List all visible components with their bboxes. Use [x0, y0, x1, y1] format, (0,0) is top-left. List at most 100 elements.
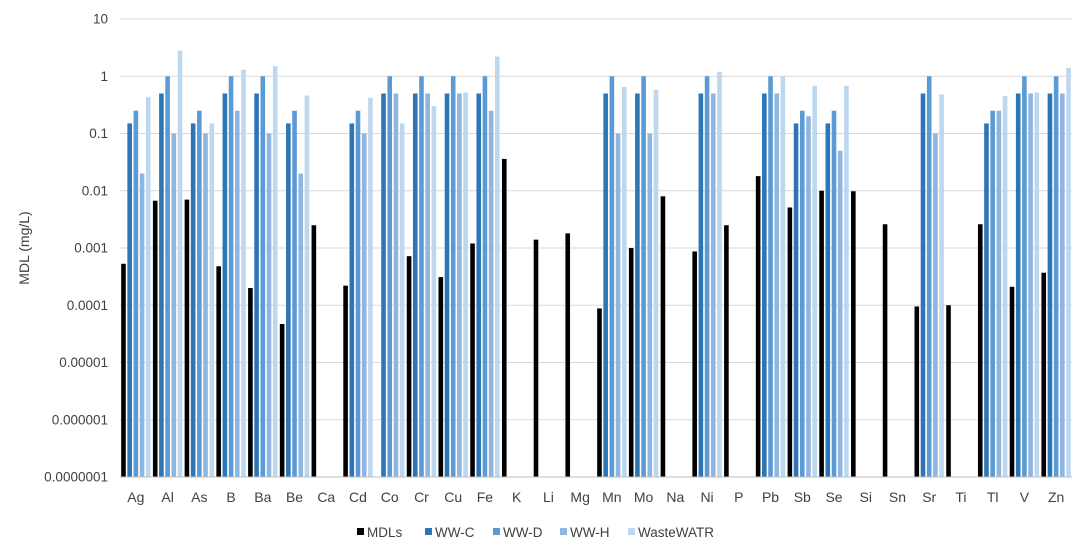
bar-wastewatr-zn — [1066, 67, 1071, 478]
bar-ww-h-ni — [710, 93, 716, 477]
bar-mdls-al — [152, 200, 158, 477]
bar-ww-c-ni — [698, 93, 704, 477]
bar-mdls-k — [501, 158, 507, 478]
bar-mdls-si — [851, 191, 856, 477]
bar-mdls-cd — [343, 285, 348, 477]
x-tick-label: Si — [860, 489, 872, 505]
bar-ww-c-al — [159, 93, 164, 477]
bar-ww-d-cd — [355, 110, 361, 478]
bar-wastewatr-mn — [621, 86, 627, 478]
bar-ww-h-be — [298, 173, 304, 477]
x-tick-label: Fe — [477, 489, 494, 505]
bar-ww-h-co — [393, 93, 399, 477]
bar-ww-d-v — [1022, 76, 1027, 477]
legend: MDLs WW-C WW-D WW-H WasteWATR — [357, 525, 714, 540]
x-tick-label: B — [226, 489, 235, 505]
bar-ww-h-as — [203, 133, 208, 477]
bar-mdls-ag — [121, 263, 126, 477]
bar-mdls-cr — [406, 256, 412, 477]
bar-mdls-as — [184, 199, 190, 477]
bar-wastewatr-cu — [463, 92, 468, 477]
bar-ww-h-mo — [647, 133, 653, 477]
x-tick-label: Mo — [634, 489, 654, 505]
bar-wastewatr-fe — [495, 56, 500, 477]
bar-mdls-se — [819, 190, 824, 477]
bar-mdls-mg — [565, 233, 571, 477]
bar-ww-c-ag — [127, 123, 132, 478]
bar-mdls-mo — [628, 248, 634, 477]
x-tick-label: Co — [381, 489, 399, 505]
x-tick-label: Mn — [602, 489, 621, 505]
x-tick-label: Ba — [254, 489, 271, 505]
bar-ww-c-zn — [1047, 93, 1053, 477]
bar-mdls-na — [660, 196, 666, 477]
bar-ww-h-pb — [774, 93, 780, 477]
bar-ww-c-pb — [762, 93, 767, 477]
bar-mdls-be — [279, 324, 285, 477]
y-tick-label: 0.00001 — [59, 355, 108, 370]
x-tick-label: Sn — [889, 489, 906, 505]
bar-ww-h-tl — [996, 110, 1002, 478]
x-tick-label: Cu — [444, 489, 462, 505]
y-axis-label: MDL (mg/L) — [16, 211, 32, 284]
bar-ww-h-al — [171, 133, 177, 477]
bar-ww-d-zn — [1053, 76, 1059, 477]
y-tick-label: 0.000001 — [52, 412, 108, 427]
bar-wastewatr-se — [844, 85, 849, 477]
x-tick-label: Ca — [317, 489, 335, 505]
bar-mdls-sb — [787, 207, 793, 477]
x-tick-label: Ag — [127, 489, 144, 505]
legend-swatch-mdls — [357, 528, 364, 535]
y-tick-label: 1 — [100, 69, 108, 84]
bar-ww-d-ni — [704, 76, 710, 477]
bar-wastewatr-be — [304, 95, 310, 477]
bar-ww-h-zn — [1060, 93, 1065, 477]
bar-ww-d-ag — [133, 110, 139, 478]
bar-ww-d-sr — [926, 76, 932, 477]
x-tick-label: Sr — [922, 489, 936, 505]
y-tick-label: 0.001 — [74, 241, 108, 256]
x-axis-ticks: Ag Al As B Ba Be Ca Cd Co Cr Cu Fe K Li Mg Mn Mo Na Ni P Pb S… — [127, 489, 1064, 505]
bar-wastewatr-cr — [431, 106, 437, 477]
bar-ww-d-sb — [799, 110, 805, 478]
bar-ww-h-ba — [266, 133, 272, 477]
y-tick-label: 0.1 — [89, 126, 108, 141]
bar-ww-d-cr — [419, 76, 424, 477]
bar-ww-h-se — [837, 150, 843, 478]
bar-wastewatr-sb — [812, 85, 817, 477]
bar-ww-c-b — [222, 93, 228, 477]
bar-ww-h-cd — [361, 133, 367, 477]
bar-mdls-ba — [248, 288, 253, 477]
bar-ww-d-pb — [768, 76, 773, 477]
x-tick-label: Be — [286, 489, 303, 505]
legend-label-ww-d: WW-D — [503, 525, 543, 540]
y-axis-ticks: 10 1 0.1 0.01 0.001 0.0001 0.00001 0.000001 0.00… — [44, 12, 108, 485]
bar-ww-c-fe — [476, 93, 482, 477]
bar-wastewatr-pb — [780, 76, 786, 477]
x-tick-label: Sb — [794, 489, 811, 505]
bar-ww-c-co — [381, 93, 386, 477]
bar-wastewatr-co — [399, 123, 405, 478]
legend-label-mdls: MDLs — [367, 525, 403, 540]
bar-ww-d-be — [292, 110, 297, 478]
bar-mdls-b — [216, 266, 221, 477]
bar-ww-c-as — [190, 123, 196, 478]
bar-ww-c-sb — [793, 123, 799, 478]
bar-ww-d-tl — [990, 110, 995, 478]
x-tick-label: Cd — [349, 489, 367, 505]
x-tick-label: Mg — [570, 489, 589, 505]
bar-ww-d-co — [387, 76, 393, 477]
bar-ww-d-mo — [641, 76, 646, 477]
x-tick-label: K — [512, 489, 522, 505]
bar-ww-h-fe — [488, 110, 494, 478]
bar-ww-h-ag — [139, 173, 145, 477]
bar-wastewatr-cd — [368, 97, 373, 478]
x-tick-label: Li — [543, 489, 554, 505]
bar-ww-d-as — [197, 110, 202, 478]
legend-label-ww-c: WW-C — [435, 525, 475, 540]
x-tick-label: Na — [666, 489, 684, 505]
legend-swatch-wastewatr — [628, 528, 635, 535]
bar-mdls-zn — [1041, 272, 1047, 477]
bar-ww-d-se — [831, 110, 837, 478]
